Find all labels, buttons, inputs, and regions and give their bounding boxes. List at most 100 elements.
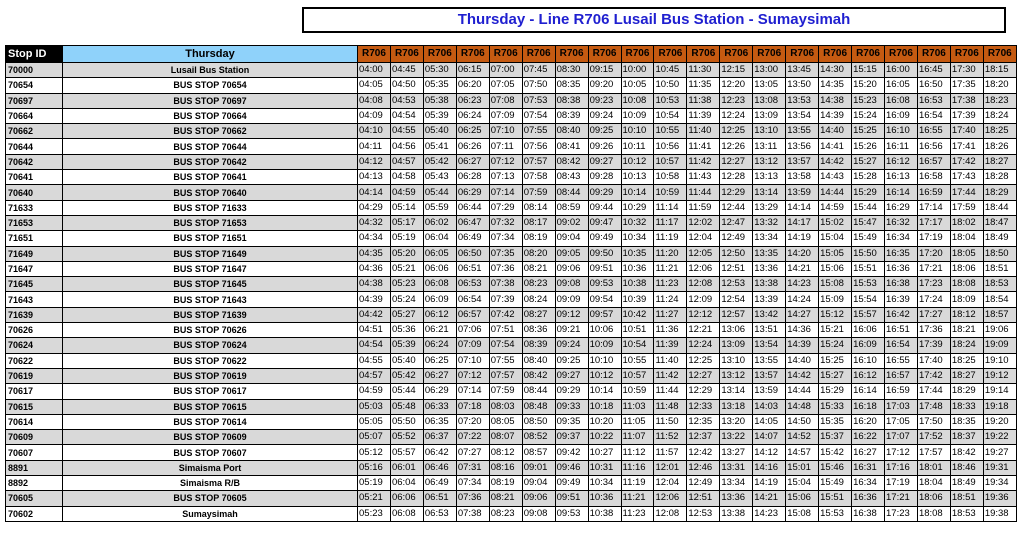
- departure-time-cell: 07:14: [455, 383, 490, 400]
- departure-time-cell: 07:00: [488, 61, 523, 79]
- departure-time-cell: 15:51: [818, 490, 853, 507]
- departure-time-cell: 12:50: [719, 245, 754, 262]
- table-row: 70615 BUS STOP 70615 05:03 05:48 06:33 07:18 0…: [5, 398, 1017, 415]
- departure-time-cell: 12:09: [686, 291, 721, 308]
- departure-time-cell: 08:21: [488, 490, 523, 507]
- departure-time-cell: 10:38: [620, 276, 655, 293]
- table-row: 71643 BUS STOP 71643 04:39 05:24 06:09 06:54 0…: [5, 291, 1017, 308]
- departure-time-cell: 15:05: [818, 245, 853, 262]
- departure-time-cell: 09:23: [587, 92, 622, 109]
- departure-time-cell: 06:37: [422, 429, 457, 446]
- departure-time-cell: 06:51: [455, 260, 490, 278]
- header-trip-route: R706: [851, 45, 885, 63]
- departure-time-cell: 10:09: [587, 337, 622, 354]
- departure-time-cell: 09:57: [587, 306, 622, 324]
- departure-time-cell: 06:49: [455, 230, 490, 247]
- departure-time-cell: 06:42: [422, 444, 457, 461]
- departure-time-cell: 12:24: [719, 107, 754, 125]
- departure-time-cell: 04:00: [357, 61, 391, 79]
- departure-time-cell: 04:56: [389, 138, 424, 155]
- departure-time-cell: 04:36: [357, 260, 391, 278]
- departure-time-cell: 13:36: [752, 260, 787, 278]
- departure-time-cell: 06:33: [422, 398, 457, 415]
- departure-time-cell: 18:54: [982, 291, 1017, 308]
- departure-time-cell: 11:59: [686, 199, 721, 216]
- departure-time-cell: 15:06: [818, 260, 853, 278]
- departure-time-cell: 08:24: [521, 291, 556, 308]
- departure-time-cell: 07:06: [455, 322, 490, 339]
- departure-time-cell: 17:35: [949, 77, 984, 94]
- departure-time-cell: 10:53: [653, 92, 688, 109]
- header-trip-route: R706: [752, 45, 787, 63]
- departure-time-cell: 15:21: [818, 322, 853, 339]
- departure-time-cell: 18:33: [949, 398, 984, 415]
- stop-id-cell: 71653: [5, 214, 63, 232]
- departure-time-cell: 15:28: [851, 169, 885, 186]
- stop-id-cell: 8891: [5, 459, 63, 477]
- departure-time-cell: 10:59: [653, 184, 688, 201]
- header-day: Thursday: [62, 45, 358, 63]
- departure-time-cell: 16:38: [884, 276, 918, 293]
- departure-time-cell: 17:20: [916, 245, 951, 262]
- departure-time-cell: 18:23: [982, 92, 1017, 109]
- departure-time-cell: 10:50: [653, 77, 688, 94]
- departure-time-cell: 04:54: [357, 337, 391, 354]
- departure-time-cell: 06:44: [455, 199, 490, 216]
- departure-time-cell: 04:59: [389, 184, 424, 201]
- stop-name-cell: BUS STOP 70640: [62, 184, 358, 201]
- stop-name-cell: BUS STOP 70662: [62, 123, 358, 140]
- table-row: 71651 BUS STOP 71651 04:34 05:19 06:04 06:49 0…: [5, 230, 1017, 247]
- stop-name-cell: BUS STOP 70626: [62, 322, 358, 339]
- header-trip-route: R706: [916, 45, 951, 63]
- departure-time-cell: 05:42: [422, 153, 457, 171]
- table-row: 71633 BUS STOP 71633 04:29 05:14 05:59 06:44 0…: [5, 199, 1017, 216]
- departure-time-cell: 07:34: [488, 230, 523, 247]
- departure-time-cell: 19:18: [982, 398, 1017, 415]
- departure-time-cell: 06:35: [422, 413, 457, 431]
- departure-time-cell: 08:16: [488, 459, 523, 477]
- departure-time-cell: 05:19: [357, 475, 391, 492]
- table-row: 70626 BUS STOP 70626 04:51 05:36 06:21 07:06 0…: [5, 322, 1017, 339]
- departure-time-cell: 15:01: [785, 459, 820, 477]
- departure-time-cell: 11:44: [686, 184, 721, 201]
- header-trip-route: R706: [686, 45, 721, 63]
- departure-time-cell: 15:23: [851, 92, 885, 109]
- stop-id-cell: 70614: [5, 413, 63, 431]
- timetable-title-box: Thursday - Line R706 Lusail Bus Station …: [302, 7, 1006, 33]
- departure-time-cell: 10:39: [620, 291, 655, 308]
- departure-time-cell: 05:16: [357, 459, 391, 477]
- departure-time-cell: 10:22: [587, 429, 622, 446]
- departure-time-cell: 07:45: [521, 61, 556, 79]
- header-stop-id: Stop ID: [5, 45, 63, 63]
- departure-time-cell: 13:12: [719, 367, 754, 385]
- departure-time-cell: 16:54: [916, 107, 951, 125]
- departure-time-cell: 09:50: [587, 245, 622, 262]
- departure-time-cell: 12:29: [686, 383, 721, 400]
- stop-id-cell: 70641: [5, 169, 63, 186]
- departure-time-cell: 16:20: [851, 413, 885, 431]
- departure-time-cell: 07:10: [455, 352, 490, 369]
- departure-time-cell: 14:30: [818, 61, 853, 79]
- departure-time-cell: 07:59: [521, 184, 556, 201]
- departure-time-cell: 08:12: [488, 444, 523, 461]
- departure-time-cell: 11:21: [620, 490, 655, 507]
- departure-time-cell: 05:57: [389, 444, 424, 461]
- departure-time-cell: 16:55: [884, 352, 918, 369]
- departure-time-cell: 08:48: [521, 398, 556, 415]
- departure-time-cell: 04:54: [389, 107, 424, 125]
- departure-time-cell: 15:15: [851, 61, 885, 79]
- departure-time-cell: 06:23: [455, 92, 490, 109]
- departure-time-cell: 06:27: [422, 367, 457, 385]
- departure-time-cell: 13:59: [752, 383, 787, 400]
- departure-time-cell: 11:43: [686, 169, 721, 186]
- departure-time-cell: 07:50: [521, 77, 556, 94]
- departure-time-cell: 15:27: [851, 153, 885, 171]
- stop-id-cell: 70602: [5, 505, 63, 522]
- departure-time-cell: 12:51: [686, 490, 721, 507]
- stop-id-cell: 71643: [5, 291, 63, 308]
- header-trip-route: R706: [422, 45, 457, 63]
- departure-time-cell: 17:52: [916, 429, 951, 446]
- stop-id-cell: 70617: [5, 383, 63, 400]
- departure-time-cell: 05:44: [389, 383, 424, 400]
- departure-time-cell: 10:29: [620, 199, 655, 216]
